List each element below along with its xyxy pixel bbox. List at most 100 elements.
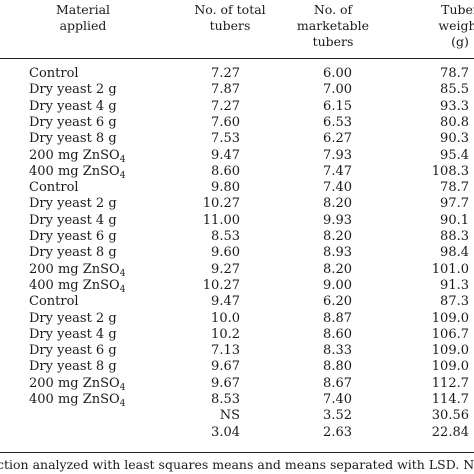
cell-material-text: Control: [29, 66, 79, 81]
cell-total-tubers: 8.60: [211, 164, 240, 179]
cell-material-subscript: 4: [119, 383, 126, 393]
cell-total-tubers: 9.60: [211, 245, 240, 260]
header-total-line-2: tubers: [209, 18, 251, 33]
cell-material: Dry yeast 2 g: [29, 311, 117, 331]
cell-tuber-weight: 114.7: [431, 392, 469, 407]
cell-tuber-weight: 78.7: [440, 66, 469, 81]
cell-material: Dry yeast 8 g: [29, 245, 117, 265]
cell-marketable-tubers: 6.00: [323, 66, 352, 81]
cell-tuber-weight: 78.7: [440, 180, 469, 195]
cell-marketable-tubers: 8.87: [323, 311, 352, 326]
cell-material-text: 400 mg ZnSO: [29, 392, 120, 407]
cell-tuber-weight: 106.7: [431, 327, 469, 342]
cell-material-text: Control: [29, 294, 79, 309]
cell-tuber-weight: 85.5: [440, 82, 469, 97]
cell-material: Dry yeast 2 g: [29, 196, 117, 216]
cell-material-subscript: 4: [119, 171, 126, 181]
cell-material: Dry yeast 6 g: [29, 229, 117, 249]
cell-material-text: Dry yeast 6 g: [29, 343, 117, 358]
header-total-tubers: No. of total tubers: [175, 2, 285, 34]
cell-material: Control: [29, 294, 79, 314]
cell-material-text: Dry yeast 6 g: [29, 229, 117, 244]
cell-total-tubers: 9.80: [211, 180, 240, 195]
cell-material: Dry yeast 2 g: [29, 82, 117, 102]
cell-total-tubers: 7.13: [211, 343, 240, 358]
cell-material: Control: [29, 66, 79, 86]
cell-total-tubers: 9.67: [211, 376, 240, 391]
cell-total-tubers: 7.27: [211, 66, 240, 81]
cell-marketable-tubers: 8.67: [323, 376, 352, 391]
cell-marketable-tubers: 9.93: [323, 213, 352, 228]
header-material-line-1: Material: [55, 2, 111, 17]
cell-material-text: 200 mg ZnSO: [29, 148, 120, 163]
cell-marketable-tubers: 6.27: [323, 131, 352, 146]
cell-material-text: Dry yeast 2 g: [29, 196, 117, 211]
cell-material: Dry yeast 8 g: [29, 131, 117, 151]
cell-marketable-tubers: 7.40: [323, 392, 352, 407]
cell-material: Control: [29, 180, 79, 200]
cell-material-text: Dry yeast 8 g: [29, 245, 117, 260]
cell-marketable-tubers: 6.15: [323, 99, 352, 114]
cell-total-tubers: 10.27: [202, 278, 240, 293]
cell-material: Dry yeast 6 g: [29, 343, 117, 363]
cell-marketable-tubers: 7.40: [323, 180, 352, 195]
cell-tuber-weight: 88.3: [440, 229, 469, 244]
cell-total-tubers: 10.27: [202, 196, 240, 211]
cell-tuber-weight: 87.3: [440, 294, 469, 309]
cell-marketable-tubers: 8.20: [323, 262, 352, 277]
cell-material: Dry yeast 4 g: [29, 327, 117, 347]
cell-total-tubers: 7.27: [211, 99, 240, 114]
cell-tuber-weight: 97.7: [440, 196, 469, 211]
header-marketable-line-1: No. of: [313, 2, 353, 17]
footnote: ction analyzed with least squares means …: [0, 457, 474, 472]
cell-material-text: Dry yeast 8 g: [29, 131, 117, 146]
cell-tuber-weight: 22.84: [431, 425, 469, 440]
cell-total-tubers: 9.27: [211, 262, 240, 277]
cell-marketable-tubers: 8.93: [323, 245, 352, 260]
cell-tuber-weight: 98.4: [440, 245, 469, 260]
cell-tuber-weight: 91.3: [440, 278, 469, 293]
cell-material-text: Dry yeast 4 g: [29, 327, 117, 342]
cell-marketable-tubers: 8.20: [323, 196, 352, 211]
header-rule: [0, 58, 474, 59]
cell-material-text: Dry yeast 2 g: [29, 82, 117, 97]
cell-material-text: Dry yeast 2 g: [29, 311, 117, 326]
cell-tuber-weight: 93.3: [440, 99, 469, 114]
cell-total-tubers: 7.60: [211, 115, 240, 130]
cell-total-tubers: 10.0: [211, 311, 240, 326]
cell-tuber-weight: 101.0: [431, 262, 469, 277]
cell-material-text: 400 mg ZnSO: [29, 164, 120, 179]
cell-material-subscript: 4: [119, 285, 126, 295]
cell-total-tubers: NS: [219, 408, 240, 423]
header-marketable-line-3: tubers: [312, 34, 354, 49]
cell-material-subscript: 4: [119, 399, 126, 409]
cell-marketable-tubers: 9.00: [323, 278, 352, 293]
header-marketable-line-2: marketable: [296, 18, 370, 33]
header-weight-line-3: (g): [451, 34, 469, 49]
cell-total-tubers: 8.53: [211, 229, 240, 244]
cell-marketable-tubers: 7.93: [323, 148, 352, 163]
cell-material-text: Control: [29, 180, 79, 195]
cell-material-text: Dry yeast 4 g: [29, 213, 117, 228]
cell-material-subscript: 4: [119, 155, 126, 165]
cell-marketable-tubers: 8.80: [323, 359, 352, 374]
cell-total-tubers: 9.47: [211, 148, 240, 163]
cell-material: Dry yeast 8 g: [29, 359, 117, 379]
cell-material: 400 mg ZnSO4: [29, 392, 125, 412]
header-total-line-1: No. of total: [194, 2, 266, 17]
cell-total-tubers: 10.2: [211, 327, 240, 342]
cell-tuber-weight: 109.0: [431, 311, 469, 326]
cell-tuber-weight: 95.4: [440, 148, 469, 163]
cell-marketable-tubers: 2.63: [323, 425, 352, 440]
cell-tuber-weight: 30.56: [431, 408, 469, 423]
cell-tuber-weight: 109.0: [431, 343, 469, 358]
cell-tuber-weight: 90.1: [440, 213, 469, 228]
cell-total-tubers: 3.04: [211, 425, 240, 440]
cell-tuber-weight: 108.3: [431, 164, 469, 179]
cell-total-tubers: 8.53: [211, 392, 240, 407]
cell-total-tubers: 9.47: [211, 294, 240, 309]
cell-marketable-tubers: 8.20: [323, 229, 352, 244]
cell-material-text: 200 mg ZnSO: [29, 376, 120, 391]
header-tuber-weight: Tuber weight (g): [425, 2, 474, 50]
